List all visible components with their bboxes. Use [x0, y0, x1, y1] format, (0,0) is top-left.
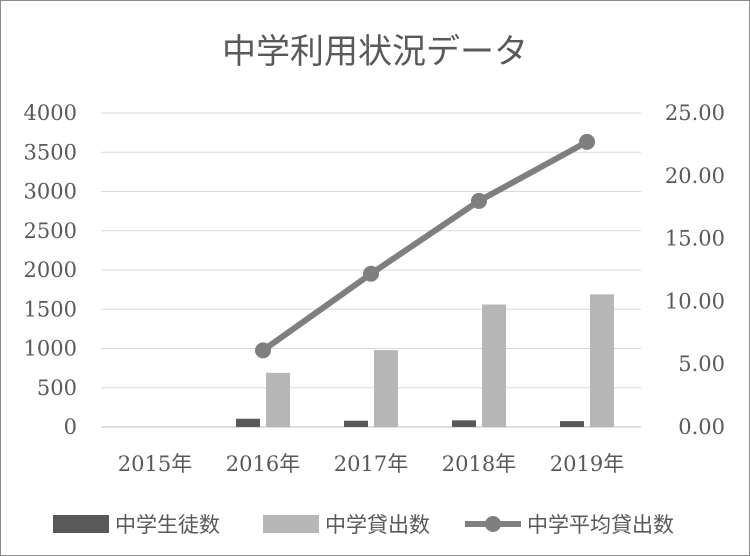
legend-marker	[485, 516, 501, 532]
bar-students-4	[560, 421, 584, 427]
right-tick-label: 5.00	[678, 352, 725, 376]
left-tick-label: 500	[37, 376, 77, 400]
line-series	[255, 133, 595, 359]
chart-title: 中学利用状況データ	[222, 32, 528, 72]
left-tick-label: 2500	[24, 219, 77, 243]
category-label: 2015年	[118, 452, 192, 476]
bar-students-3	[452, 420, 476, 427]
bar-loans-2	[374, 350, 398, 427]
average-loans-point	[255, 342, 271, 359]
bar-students-1	[236, 418, 260, 427]
left-axis-ticks: 0 500 1000 1500 2000 2500 3000 3500 4000	[24, 101, 77, 439]
legend-swatch-1	[263, 515, 319, 533]
bar-loans-1	[266, 372, 290, 427]
left-tick-label: 2000	[24, 258, 77, 282]
left-tick-label: 0	[64, 415, 77, 439]
category-label: 2019年	[550, 452, 624, 476]
legend-label: 中学生徒数	[115, 513, 220, 537]
bar-loans-3	[482, 304, 506, 427]
average-loans-point	[579, 133, 595, 150]
left-tick-label: 1000	[24, 337, 77, 361]
legend-label: 中学貸出数	[325, 513, 430, 537]
average-loans-line	[260, 138, 590, 354]
left-tick-label: 3000	[24, 180, 77, 204]
right-tick-label: 25.00	[665, 101, 725, 125]
category-label: 2016年	[226, 452, 300, 476]
right-axis-ticks: 0.00 5.00 10.00 15.00 20.00 25.00	[665, 101, 725, 439]
right-tick-label: 10.00	[665, 289, 725, 313]
right-tick-label: 0.00	[678, 415, 725, 439]
legend-swatch-0	[53, 515, 109, 533]
right-tick-label: 20.00	[665, 164, 725, 188]
bar-loans-4	[590, 294, 614, 427]
bars	[236, 294, 614, 427]
category-label: 2018年	[442, 452, 516, 476]
legend-label: 中学平均貸出数	[527, 513, 674, 537]
average-loans-point	[363, 265, 379, 282]
average-loans-point	[471, 192, 487, 209]
category-labels: 2015年 2016年 2017年 2018年 2019年	[118, 452, 624, 476]
left-tick-label: 4000	[24, 101, 77, 125]
left-tick-label: 3500	[24, 140, 77, 164]
bar-students-2	[344, 420, 368, 427]
right-tick-label: 15.00	[665, 227, 725, 251]
legend: 中学生徒数 中学貸出数 中学平均貸出数	[53, 513, 674, 537]
left-tick-label: 1500	[24, 297, 77, 321]
category-label: 2017年	[334, 452, 408, 476]
